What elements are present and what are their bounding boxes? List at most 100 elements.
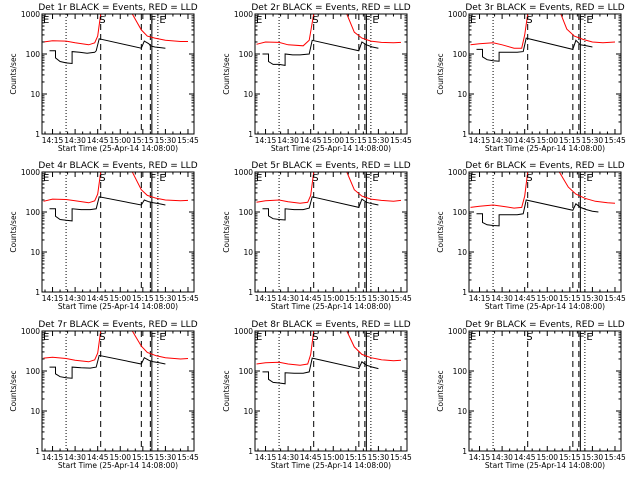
y-tick-label: 1 — [248, 130, 253, 139]
event-marker-label: E — [470, 173, 476, 184]
event-marker-label: S — [526, 173, 532, 184]
y-tick-label: 10 — [243, 248, 253, 257]
y-tick-label: 1000 — [234, 10, 253, 19]
y-tick-label: 100 — [26, 50, 41, 59]
event-marker-label: S — [312, 332, 318, 343]
x-tick-label: 14:15 — [255, 294, 277, 303]
y-tick-label: 1000 — [234, 168, 253, 177]
y-tick-label: 1 — [462, 447, 467, 456]
x-tick-label: 15:45 — [390, 136, 412, 145]
event-marker-label: E — [586, 15, 592, 26]
y-tick-label: 1000 — [21, 168, 40, 177]
x-tick-label: 14:15 — [255, 136, 277, 145]
x-tick-label: 15:30 — [368, 453, 390, 462]
x-tick-label: 14:30 — [491, 136, 513, 145]
x-tick-label: 15:30 — [155, 453, 177, 462]
x-tick-label: 15:45 — [390, 294, 412, 303]
chart-title: Det 4r BLACK = Events, RED = LLD — [38, 161, 197, 171]
y-tick-label: 10 — [457, 90, 467, 99]
x-tick-label: 15:45 — [390, 453, 412, 462]
event-marker-label: E — [470, 15, 476, 26]
lld-series-line — [43, 13, 188, 46]
plot-frame — [254, 330, 408, 452]
x-tick-label: 15:15 — [559, 453, 581, 462]
y-axis-label: Counts/sec — [222, 370, 231, 411]
x-axis-label: Start Time (25-Apr-14 14:08:00) — [485, 461, 605, 470]
x-tick-label: 14:15 — [469, 453, 491, 462]
y-axis-label: Counts/sec — [436, 211, 445, 252]
x-tick-label: 14:45 — [514, 136, 536, 145]
y-axis-label: Counts/sec — [9, 370, 18, 411]
x-axis-label: Start Time (25-Apr-14 14:08:00) — [58, 144, 178, 153]
plot-frame — [254, 13, 408, 135]
plot-frame — [468, 13, 622, 135]
events-series-line — [49, 354, 166, 379]
x-tick-label: 14:45 — [87, 136, 109, 145]
x-tick-label: 14:30 — [277, 294, 299, 303]
x-tick-label: 15:45 — [177, 453, 199, 462]
x-tick-label: 15:00 — [536, 136, 558, 145]
plot-frame — [468, 330, 622, 452]
y-tick-label: 100 — [239, 50, 254, 59]
event-marker-label: E — [256, 332, 262, 343]
y-tick-label: 1000 — [234, 327, 253, 336]
x-tick-label: 14:45 — [300, 453, 322, 462]
x-tick-label: 14:30 — [491, 294, 513, 303]
x-tick-label: 14:45 — [87, 294, 109, 303]
chart-title: Det 2r BLACK = Events, RED = LLD — [251, 3, 410, 13]
y-axis-label: Counts/sec — [9, 211, 18, 252]
y-tick-label: 10 — [243, 90, 253, 99]
chart-title: Det 3r BLACK = Events, RED = LLD — [465, 3, 624, 13]
event-marker-label: F — [365, 332, 371, 343]
x-tick-label: 15:30 — [368, 136, 390, 145]
x-tick-label: 15:00 — [109, 453, 131, 462]
y-axis-label: Counts/sec — [436, 53, 445, 94]
y-tick-label: 1000 — [448, 10, 467, 19]
events-series-line — [262, 39, 379, 66]
lld-series-line — [256, 171, 402, 204]
events-series-line — [476, 37, 593, 62]
y-tick-label: 1000 — [21, 10, 40, 19]
chart-title: Det 6r BLACK = Events, RED = LLD — [465, 161, 624, 171]
event-marker-label: E — [43, 332, 49, 343]
x-tick-label: 14:45 — [300, 136, 322, 145]
x-tick-label: 15:15 — [345, 453, 367, 462]
x-tick-label: 14:30 — [64, 294, 86, 303]
x-tick-label: 14:30 — [64, 136, 86, 145]
chart-title: Det 1r BLACK = Events, RED = LLD — [38, 3, 197, 13]
y-tick-label: 100 — [453, 367, 468, 376]
plot-frame — [254, 171, 408, 293]
x-tick-label: 15:00 — [322, 136, 344, 145]
y-tick-label: 100 — [26, 208, 41, 217]
lld-series-line — [470, 13, 616, 49]
event-marker-label: S — [99, 15, 105, 26]
lld-series-line — [256, 330, 402, 366]
x-tick-label: 15:15 — [345, 294, 367, 303]
x-axis-label: Start Time (25-Apr-14 14:08:00) — [485, 144, 605, 153]
x-tick-label: 15:00 — [322, 453, 344, 462]
events-series-line — [262, 357, 379, 385]
y-tick-label: 1 — [462, 130, 467, 139]
x-tick-label: 15:00 — [109, 294, 131, 303]
x-tick-label: 14:45 — [514, 294, 536, 303]
chart-title: Det 5r BLACK = Events, RED = LLD — [251, 161, 410, 171]
y-tick-label: 100 — [453, 50, 468, 59]
y-tick-label: 100 — [239, 208, 254, 217]
y-tick-label: 100 — [239, 367, 254, 376]
event-marker-label: F — [579, 15, 585, 26]
x-tick-label: 14:30 — [277, 453, 299, 462]
x-tick-label: 15:30 — [582, 294, 604, 303]
events-series-line — [49, 38, 166, 65]
x-tick-label: 14:15 — [42, 453, 64, 462]
x-tick-label: 15:45 — [604, 136, 626, 145]
y-tick-label: 1 — [35, 288, 40, 297]
events-series-line — [49, 196, 166, 222]
event-marker-label: E — [43, 15, 49, 26]
events-series-line — [262, 196, 379, 221]
event-marker-label: F — [365, 173, 371, 184]
event-marker-label: E — [256, 15, 262, 26]
